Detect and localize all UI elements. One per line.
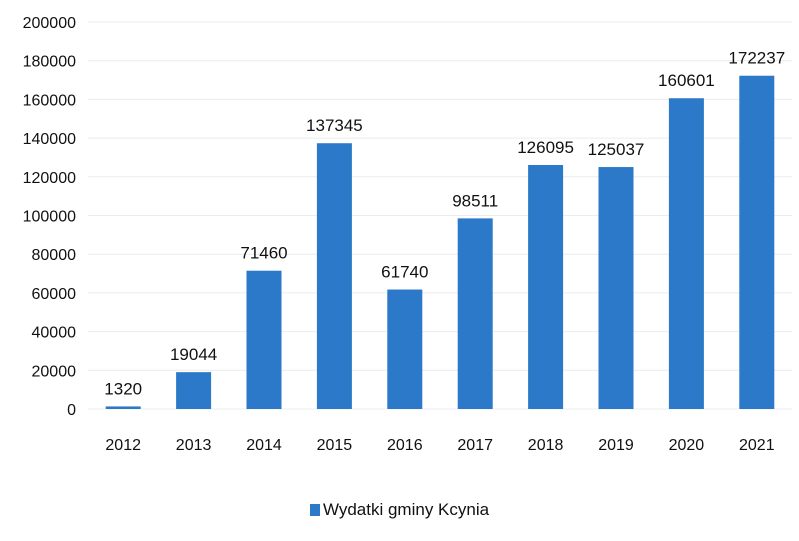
y-tick-label: 180000 (23, 54, 76, 71)
y-tick-label: 100000 (23, 209, 76, 226)
x-tick-label: 2021 (739, 437, 775, 454)
x-tick-label: 2014 (246, 437, 282, 454)
data-label: 125037 (588, 140, 645, 159)
bar (246, 270, 282, 409)
data-label: 172237 (728, 49, 785, 68)
x-tick-label: 2012 (105, 437, 141, 454)
x-tick-label: 2015 (317, 437, 353, 454)
x-axis-ticks: 2012 2013 2014 2015 2016 2017 2018 2019 2020 2021 (105, 437, 774, 454)
x-tick-label: 2013 (176, 437, 212, 454)
data-label: 71460 (240, 244, 287, 263)
x-tick-label: 2016 (387, 437, 423, 454)
data-label: 137345 (306, 116, 363, 135)
y-tick-label: 20000 (32, 363, 77, 380)
legend-swatch (309, 504, 320, 516)
bar (528, 165, 564, 409)
bar (668, 98, 704, 410)
data-label: 160601 (658, 71, 715, 90)
bar (457, 218, 493, 409)
bar-chart: 0 20000 40000 60000 80000 100000 120000 140000 1… (23, 15, 792, 454)
x-tick-label: 2017 (457, 437, 493, 454)
bar (387, 289, 423, 409)
x-tick-label: 2019 (598, 437, 634, 454)
bar (105, 406, 141, 409)
bar (316, 143, 352, 409)
x-tick-label: 2018 (528, 437, 564, 454)
y-axis-ticks: 0 20000 40000 60000 80000 100000 120000 140000 1… (23, 15, 76, 419)
y-tick-label: 120000 (23, 170, 76, 187)
bar (739, 75, 775, 409)
data-label: 19044 (170, 345, 217, 364)
y-tick-label: 0 (67, 402, 76, 419)
data-label: 1320 (104, 379, 142, 398)
bars (105, 75, 775, 410)
y-tick-label: 60000 (32, 286, 77, 303)
legend: Wydatki gminy Kcynia (0, 500, 799, 520)
bar (598, 167, 634, 409)
y-tick-label: 200000 (23, 15, 76, 32)
data-label: 126095 (517, 138, 574, 157)
gridlines (88, 21, 792, 410)
y-tick-label: 80000 (32, 247, 77, 264)
legend-label: Wydatki gminy Kcynia (322, 500, 490, 519)
data-labels: 1320 19044 71460 137345 61740 98511 126095 1250… (104, 49, 785, 399)
y-tick-label: 40000 (32, 325, 77, 342)
data-label: 61740 (381, 263, 428, 282)
bar (176, 372, 212, 409)
data-label: 98511 (452, 191, 498, 210)
x-tick-label: 2020 (669, 437, 705, 454)
y-tick-label: 160000 (23, 92, 76, 109)
y-tick-label: 140000 (23, 131, 76, 148)
